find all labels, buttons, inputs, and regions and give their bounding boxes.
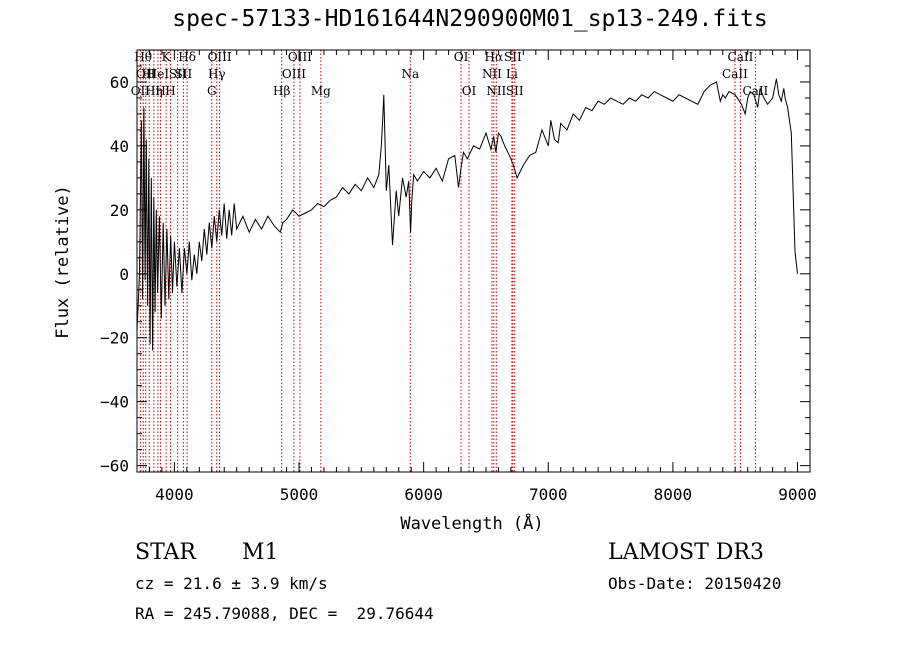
- plot-frame: [136, 49, 811, 473]
- y-axis: −60 −40 −20 0 20 40 60: [100, 49, 810, 476]
- object-subclass: M1: [242, 540, 279, 565]
- obs-date: Obs-Date: 20150420: [608, 574, 782, 593]
- object-class: STAR: [135, 540, 196, 565]
- y-tick-label-0: −60: [100, 457, 129, 476]
- y-tick-label-3: 0: [119, 265, 129, 284]
- line-label-22: NII: [482, 67, 502, 81]
- line-label-0: OII: [131, 84, 151, 98]
- line-label-12: G: [207, 84, 217, 98]
- emission-line-markers: [139, 50, 756, 472]
- x-tick-label-5: 9000: [778, 485, 817, 504]
- ra-dec: RA = 245.79088, DEC = 29.76644: [135, 604, 434, 623]
- spectrum-line-group: [136, 78, 798, 351]
- x-tick-label-2: 6000: [404, 485, 443, 504]
- line-label-18: Mg: [311, 84, 331, 98]
- x-tick-label-0: 4000: [155, 485, 194, 504]
- line-label-21: OI: [462, 84, 477, 98]
- line-label-1: Hθ: [134, 50, 152, 64]
- line-label-7: K: [162, 50, 172, 64]
- chart-title: spec-57133-HD161644N290900M01_sp13-249.f…: [172, 6, 768, 32]
- line-label-13: Hγ: [208, 67, 226, 81]
- y-tick-label-6: 60: [110, 73, 129, 92]
- line-label-10: SII: [175, 67, 193, 81]
- redshift-text: cz = 21.6 ± 3.9 km/s: [135, 574, 328, 593]
- y-tick-label-2: −20: [100, 329, 129, 348]
- line-label-11: Hδ: [178, 50, 196, 64]
- y-axis-label: Flux (relative): [53, 185, 73, 339]
- line-label-16: OIII: [282, 67, 306, 81]
- line-label-30: CaII: [742, 84, 768, 98]
- line-label-28: CaII: [722, 67, 748, 81]
- line-label-14: OIII: [208, 50, 232, 64]
- line-label-15: Hβ: [273, 84, 290, 98]
- line-label-29: CaII: [728, 50, 754, 64]
- x-tick-label-4: 8000: [654, 485, 693, 504]
- line-label-6: H: [155, 84, 165, 98]
- line-label-25: Li: [506, 67, 518, 81]
- line-label-2: OII: [136, 67, 156, 81]
- line-label-23: Hα: [485, 50, 504, 64]
- x-axis: 4000 5000 6000 7000 8000 9000: [136, 50, 817, 504]
- line-label-27: SII: [506, 84, 524, 98]
- line-label-5: HeI: [147, 67, 170, 81]
- line-label-9: SII: [169, 67, 187, 81]
- y-tick-label-4: 20: [110, 201, 129, 220]
- line-label-19: Na: [401, 67, 419, 81]
- line-label-4: Hη: [145, 84, 163, 98]
- spectrum-line: [136, 78, 798, 351]
- line-label-17: OIII: [288, 50, 312, 64]
- y-tick-label-1: −40: [100, 393, 129, 412]
- emission-line-labels: OIIHθOIIHIHηHeIHKHSIISIIHδGHγOIIIHβOIIIO…: [131, 50, 769, 98]
- x-tick-label-3: 7000: [529, 485, 568, 504]
- line-label-24: NII: [486, 84, 506, 98]
- line-label-26: SII: [504, 50, 522, 64]
- x-tick-label-1: 5000: [280, 485, 319, 504]
- line-label-20: OI: [454, 50, 469, 64]
- x-axis-label: Wavelength (Å): [400, 512, 543, 534]
- y-tick-label-5: 40: [110, 137, 129, 156]
- line-label-8: H: [165, 84, 175, 98]
- survey-name: LAMOST DR3: [608, 540, 764, 565]
- line-label-3: HI: [142, 67, 157, 81]
